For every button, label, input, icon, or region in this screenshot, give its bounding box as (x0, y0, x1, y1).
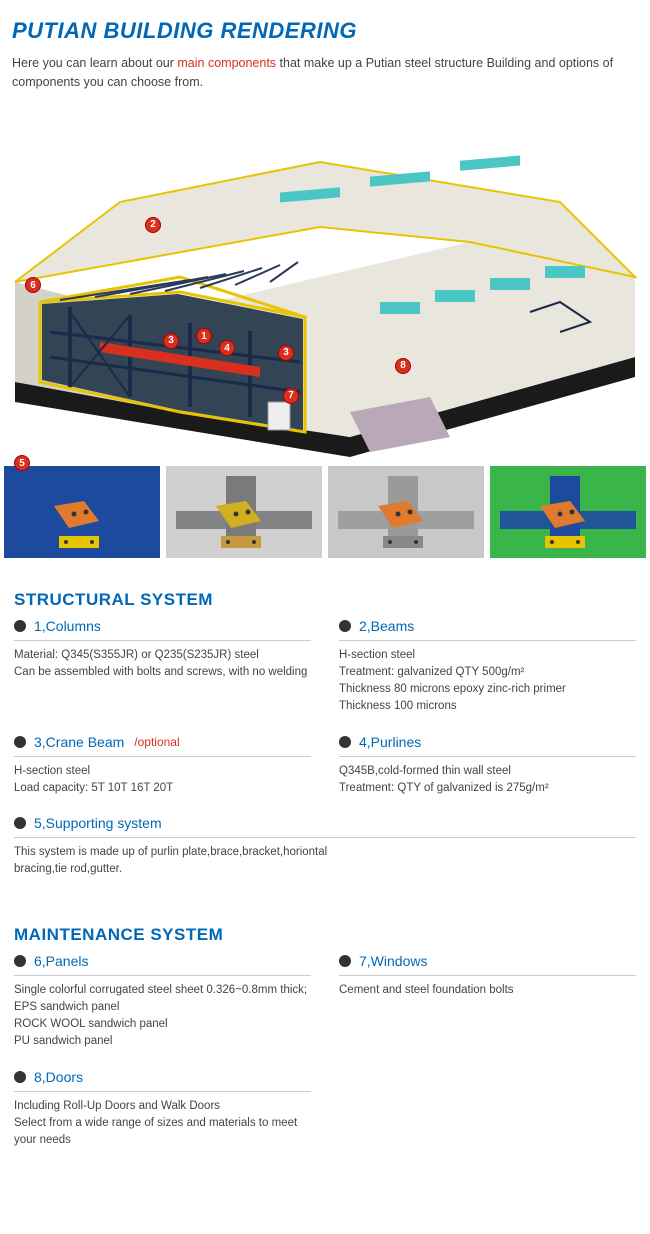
callout-badge-2: 2 (145, 217, 161, 233)
spec-item-head: 3,Crane Beam/optional (14, 734, 311, 757)
spec-item-label: 4,Purlines (359, 734, 421, 750)
section-title: MAINTENANCE SYSTEM (0, 897, 650, 953)
spec-item: 2,Beams H-section steel Treatment: galvan… (339, 618, 636, 716)
intro-highlight: main components (177, 56, 276, 70)
spec-item: 4,Purlines Q345B,cold-formed thin wall st… (339, 734, 636, 798)
spec-item-label: 8,Doors (34, 1069, 83, 1085)
spec-item-head: 6,Panels (14, 953, 311, 976)
spec-item-label: 5,Supporting system (34, 815, 162, 831)
bullet-icon (14, 620, 26, 632)
bullet-icon (14, 955, 26, 967)
spec-item: 7,Windows Cement and steel foundation bol… (339, 953, 636, 1051)
callout-badge-1: 1 (196, 328, 212, 344)
spec-item-head: 1,Columns (14, 618, 311, 641)
thumb-4 (490, 466, 646, 558)
spec-item: 3,Crane Beam/optional H-section steel Loa… (14, 734, 311, 798)
spec-item: 6,Panels Single colorful corrugated steel… (14, 953, 311, 1051)
spec-item-label: 6,Panels (34, 953, 88, 969)
thumb-1 (4, 466, 160, 558)
callout-badge-3: 3 (163, 333, 179, 349)
spec-item-head: 2,Beams (339, 618, 636, 641)
spec-item-desc: H-section steel Treatment: galvanized QT… (339, 647, 636, 716)
section-grid: 6,Panels Single colorful corrugated steel… (0, 953, 650, 1168)
spec-item-desc: Including Roll-Up Doors and Walk Doors S… (14, 1098, 311, 1150)
bullet-icon (14, 736, 26, 748)
thumb-2 (166, 466, 322, 558)
bullet-icon (14, 817, 26, 829)
spec-item-desc: Single colorful corrugated steel sheet 0… (14, 982, 311, 1051)
intro-pre: Here you can learn about our (12, 56, 177, 70)
spec-item-label: 1,Columns (34, 618, 101, 634)
spec-item-optional: /optional (134, 735, 179, 749)
callout-badge-8: 8 (395, 358, 411, 374)
spec-item-desc: Material: Q345(S355JR) or Q235(S235JR) s… (14, 647, 311, 682)
spec-item: 5,Supporting system This system is made u… (14, 815, 636, 879)
spec-item-head: 8,Doors (14, 1069, 311, 1092)
thumbnail-row (0, 462, 650, 562)
spec-item-head: 4,Purlines (339, 734, 636, 757)
spec-item-desc: Cement and steel foundation bolts (339, 982, 636, 999)
spec-item-desc: This system is made up of purlin plate,b… (14, 844, 374, 879)
spec-item-label: 2,Beams (359, 618, 414, 634)
bullet-icon (14, 1071, 26, 1083)
spec-item-desc: H-section steel Load capacity: 5T 10T 16… (14, 763, 311, 798)
spec-item-label: 7,Windows (359, 953, 427, 969)
callout-badge-7: 7 (283, 388, 299, 404)
intro-text: Here you can learn about our main compon… (0, 54, 650, 102)
thumb-3 (328, 466, 484, 558)
spec-item-desc: Q345B,cold-formed thin wall steel Treatm… (339, 763, 636, 798)
spec-item-label: 3,Crane Beam (34, 734, 124, 750)
spec-item-head: 5,Supporting system (14, 815, 636, 838)
bullet-icon (339, 955, 351, 967)
section-grid: 1,Columns Material: Q345(S355JR) or Q235(… (0, 618, 650, 897)
spec-item: 1,Columns Material: Q345(S355JR) or Q235(… (14, 618, 311, 716)
page-title: PUTIAN BUILDING RENDERING (0, 0, 650, 54)
section-title: STRUCTURAL SYSTEM (0, 562, 650, 618)
hero-rendering: 612343785 (0, 102, 650, 462)
bullet-icon (339, 736, 351, 748)
spec-item-head: 7,Windows (339, 953, 636, 976)
callout-badge-3: 3 (278, 345, 294, 361)
spec-item: 8,Doors Including Roll-Up Doors and Walk … (14, 1069, 311, 1150)
bullet-icon (339, 620, 351, 632)
